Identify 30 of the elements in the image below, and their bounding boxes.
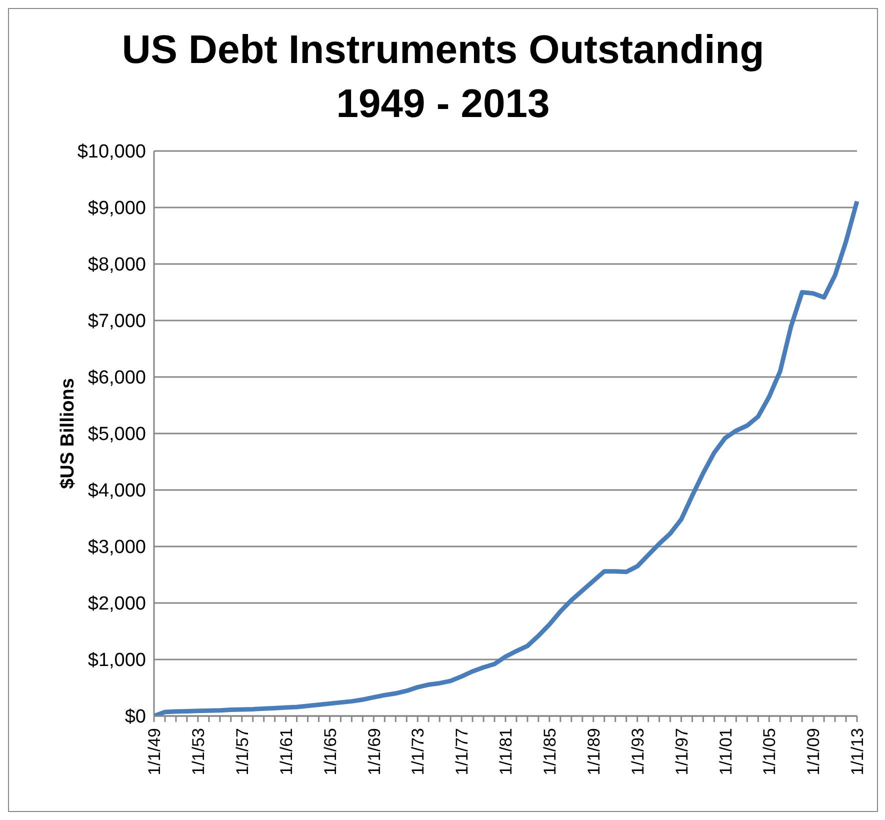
x-tick-label: 1/1/13 bbox=[848, 728, 868, 776]
x-tick-label: 1/1/65 bbox=[320, 728, 340, 776]
y-tick-label: $5,000 bbox=[88, 424, 146, 446]
x-tick-label: 1/1/09 bbox=[804, 728, 824, 776]
x-tick-label: 1/1/05 bbox=[760, 728, 780, 776]
y-tick-label: $7,000 bbox=[88, 311, 146, 332]
chart-title: US Debt Instruments Outstanding 1949 - 2013 bbox=[120, 27, 766, 128]
y-tick-label: $6,000 bbox=[88, 368, 146, 389]
x-tick-label: 1/1/93 bbox=[628, 728, 648, 776]
y-axis-title: $US Billions bbox=[58, 378, 79, 489]
y-tick-label: $1,000 bbox=[88, 650, 146, 672]
x-tick-label: 1/1/73 bbox=[408, 728, 428, 776]
x-tick-label: 1/1/97 bbox=[672, 728, 692, 776]
y-tick-label: $0 bbox=[124, 706, 146, 728]
x-tick-label: 1/1/49 bbox=[145, 728, 164, 776]
x-tick-label: 1/1/53 bbox=[189, 728, 208, 776]
y-tick-label: $2,000 bbox=[88, 594, 146, 615]
x-tick-label: 1/1/01 bbox=[716, 728, 736, 776]
x-tick-label: 1/1/81 bbox=[496, 728, 516, 776]
x-tick-label: 1/1/89 bbox=[584, 728, 604, 776]
x-tick-label: 1/1/61 bbox=[276, 728, 296, 776]
x-tick-label: 1/1/69 bbox=[364, 728, 384, 776]
y-tick-label: $8,000 bbox=[88, 254, 146, 276]
y-tick-label: $10,000 bbox=[77, 142, 146, 163]
x-tick-label: 1/1/77 bbox=[452, 728, 472, 776]
x-tick-label: 1/1/85 bbox=[540, 728, 560, 776]
y-tick-label: $3,000 bbox=[88, 537, 146, 558]
y-tick-label: $4,000 bbox=[88, 480, 146, 502]
y-tick-label: $9,000 bbox=[88, 198, 146, 220]
x-tick-label: 1/1/57 bbox=[232, 728, 252, 776]
